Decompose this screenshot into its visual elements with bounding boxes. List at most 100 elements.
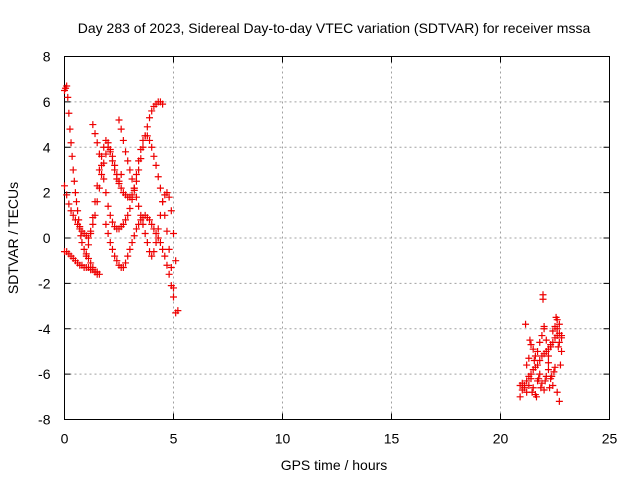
data-point xyxy=(98,161,106,169)
data-point xyxy=(143,132,151,140)
data-point xyxy=(539,295,547,303)
data-point xyxy=(556,361,564,369)
data-point xyxy=(132,193,140,201)
data-point xyxy=(150,152,158,160)
data-point xyxy=(108,157,116,165)
data-point xyxy=(544,359,552,367)
data-point xyxy=(143,123,151,131)
data-point xyxy=(555,338,563,346)
data-point xyxy=(554,343,562,351)
series-trace-j xyxy=(523,316,566,369)
data-point xyxy=(137,146,145,154)
x-tick-label: 0 xyxy=(61,431,69,447)
data-point xyxy=(74,207,82,215)
data-point xyxy=(106,211,114,219)
data-point xyxy=(152,229,160,237)
data-point xyxy=(117,184,125,192)
data-point xyxy=(137,211,145,219)
data-point xyxy=(124,157,132,165)
data-point xyxy=(115,180,123,188)
data-point xyxy=(139,136,147,144)
data-point xyxy=(540,322,548,330)
y-tick-label: -8 xyxy=(38,412,51,428)
data-point xyxy=(132,170,140,178)
data-point xyxy=(552,313,560,321)
data-point xyxy=(130,232,138,240)
plot-frame xyxy=(64,56,610,420)
data-point xyxy=(141,229,149,237)
series-trace-k xyxy=(522,291,564,401)
data-point xyxy=(528,388,536,396)
x-tick-label: 5 xyxy=(170,431,178,447)
data-point xyxy=(111,166,119,174)
data-point xyxy=(154,225,162,233)
data-point xyxy=(555,397,563,405)
data-point xyxy=(525,354,533,362)
series-trace-c xyxy=(61,248,103,278)
data-point xyxy=(529,384,537,392)
data-point xyxy=(558,347,566,355)
data-point xyxy=(148,143,156,151)
data-point xyxy=(159,198,167,206)
data-point xyxy=(69,166,77,174)
data-point xyxy=(516,393,524,401)
data-point xyxy=(108,218,116,226)
x-tick-label: 20 xyxy=(493,431,509,447)
data-point xyxy=(163,189,171,197)
y-axis-label: SDTVAR / TECUs xyxy=(5,182,21,294)
data-point xyxy=(126,245,134,253)
data-point xyxy=(520,384,528,392)
data-point xyxy=(550,368,558,376)
data-point xyxy=(146,216,154,224)
data-point xyxy=(156,211,164,219)
data-point xyxy=(64,93,72,101)
data-point xyxy=(106,239,114,247)
data-point xyxy=(558,334,566,342)
data-point xyxy=(84,234,92,242)
data-point xyxy=(119,136,127,144)
data-point xyxy=(69,211,77,219)
data-point xyxy=(128,195,136,203)
data-point xyxy=(89,121,97,129)
data-point xyxy=(174,307,182,315)
data-point xyxy=(93,139,101,147)
data-point xyxy=(126,205,134,213)
data-point xyxy=(146,114,154,122)
y-tick-label: -6 xyxy=(38,366,51,382)
series-trace-i xyxy=(516,347,566,405)
data-point xyxy=(154,173,162,181)
data-point xyxy=(532,393,540,401)
data-point xyxy=(122,148,130,156)
data-point xyxy=(87,227,95,235)
y-axis-ticks: -8 -6 -4 -2 0 2 4 6 8 xyxy=(38,49,610,428)
data-point xyxy=(172,257,180,265)
data-point xyxy=(115,116,123,124)
data-point xyxy=(126,166,134,174)
data-point xyxy=(93,182,101,190)
data-point xyxy=(68,152,76,160)
data-point xyxy=(67,207,75,215)
data-point xyxy=(124,211,132,219)
y-tick-label: 2 xyxy=(43,185,51,201)
data-point xyxy=(95,166,103,174)
data-point xyxy=(135,202,143,210)
data-point xyxy=(113,257,121,265)
data-point xyxy=(537,384,545,392)
data-point xyxy=(531,352,539,360)
data-point xyxy=(104,139,112,147)
data-point xyxy=(170,293,177,301)
data-point xyxy=(95,270,103,278)
data-point xyxy=(122,216,130,224)
data-point xyxy=(124,252,132,260)
data-point xyxy=(170,229,177,237)
data-point xyxy=(530,357,538,365)
data-point xyxy=(542,336,550,344)
data-point xyxy=(150,248,158,256)
data-point xyxy=(128,175,136,183)
data-point xyxy=(111,252,119,260)
x-tick-label: 15 xyxy=(384,431,400,447)
data-point xyxy=(152,239,160,247)
series-trace-f xyxy=(102,211,177,301)
data-point xyxy=(549,338,557,346)
data-point xyxy=(167,282,175,290)
